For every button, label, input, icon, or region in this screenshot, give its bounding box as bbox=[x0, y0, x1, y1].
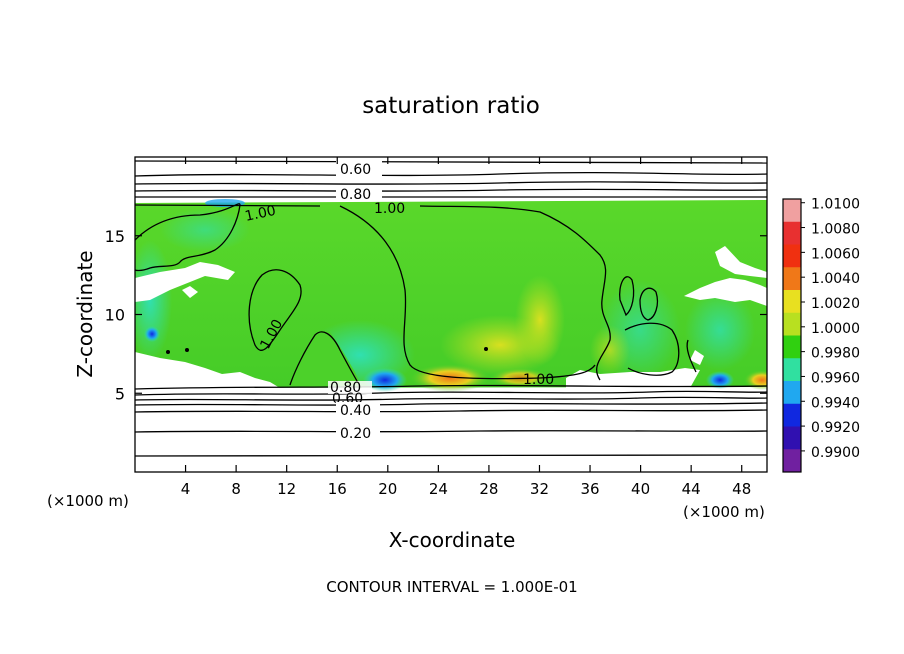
colorbar-swatch bbox=[783, 244, 801, 268]
contour-label-0.60-top: 0.60 bbox=[340, 162, 371, 178]
colorbar-label: 1.0040 bbox=[811, 271, 860, 287]
colorbar-label: 0.9980 bbox=[811, 346, 860, 362]
y-tick-label: 15 bbox=[105, 227, 125, 246]
contour-lines bbox=[135, 160, 767, 457]
colorbar-label: 0.9940 bbox=[811, 395, 860, 411]
x-tick-label: 20 bbox=[378, 480, 397, 498]
colorbar-label: 1.0080 bbox=[811, 222, 860, 238]
colorbar-swatch bbox=[783, 426, 801, 450]
y-tick-label: 10 bbox=[105, 306, 125, 325]
colorbar-swatch bbox=[783, 335, 801, 359]
contour-interval-note: CONTOUR INTERVAL = 1.000E-01 bbox=[326, 578, 577, 596]
colorbar-swatch bbox=[783, 290, 801, 314]
colorbar-label: 1.0000 bbox=[811, 321, 860, 337]
colorbar-label: 0.9960 bbox=[811, 370, 860, 386]
contour-label-0.80-bottom: 0.80 bbox=[330, 380, 361, 396]
colorbar-swatch bbox=[783, 403, 801, 427]
colorbar-swatch bbox=[783, 221, 801, 245]
x-tick-label: 32 bbox=[530, 480, 549, 498]
colorbar-swatch bbox=[783, 449, 801, 473]
x-tick-label: 4 bbox=[181, 480, 191, 498]
x-tick-label: 24 bbox=[429, 480, 448, 498]
colorbar-label: 0.9920 bbox=[811, 420, 860, 436]
colorbar-label: 1.0100 bbox=[811, 197, 860, 213]
y-axis-label: Z-coordinate bbox=[73, 250, 97, 377]
saturation-field bbox=[135, 199, 767, 392]
colorbar-label: 1.0020 bbox=[811, 296, 860, 312]
x-tick-label: 12 bbox=[277, 480, 296, 498]
contour-label-0.80-top: 0.80 bbox=[340, 187, 371, 203]
contour-label-1.00-d: 1.00 bbox=[523, 372, 554, 388]
y-tick-label: 5 bbox=[115, 384, 125, 403]
x-unit-left: (×1000 m) bbox=[47, 492, 129, 510]
colorbar-swatch bbox=[783, 312, 801, 336]
undefined-region-patches bbox=[135, 246, 767, 388]
colorbar-frame bbox=[782, 198, 802, 473]
colorbar-swatch bbox=[783, 267, 801, 291]
y-axis-ticks: 5 10 15 bbox=[105, 227, 767, 403]
contour-label-1.00-a: 1.00 bbox=[374, 201, 405, 217]
contour-label-0.20: 0.20 bbox=[340, 426, 371, 442]
colorbar-label: 1.0060 bbox=[811, 246, 860, 262]
contour-label-0.40: 0.40 bbox=[340, 403, 371, 419]
colorbar-swatch bbox=[783, 199, 801, 223]
x-tick-label: 40 bbox=[631, 480, 650, 498]
contour-label-1.00-b: 1.00 bbox=[244, 203, 278, 225]
x-axis-label: X-coordinate bbox=[389, 528, 516, 552]
colorbar-label: 0.9900 bbox=[811, 445, 860, 461]
x-axis-ticks: 4 8 12 16 20 24 28 32 36 40 44 48 bbox=[181, 157, 751, 498]
x-tick-label: 28 bbox=[479, 480, 498, 498]
x-unit-right: (×1000 m) bbox=[683, 503, 765, 521]
x-tick-label: 8 bbox=[231, 480, 241, 498]
colorbar-swatch bbox=[783, 358, 801, 382]
chart-title: saturation ratio bbox=[362, 93, 540, 119]
x-tick-label: 36 bbox=[580, 480, 599, 498]
x-tick-label: 48 bbox=[732, 480, 751, 498]
plot-area: 0.60 0.80 1.00 1.00 1.00 1.00 0.80 0.60 … bbox=[135, 157, 767, 472]
colorbar: 1.0100 1.0080 1.0060 1.0040 1.0020 1.0000 0.99… bbox=[782, 197, 860, 473]
x-tick-label: 44 bbox=[682, 480, 701, 498]
colorbar-swatch bbox=[783, 381, 801, 405]
x-tick-label: 16 bbox=[328, 480, 347, 498]
